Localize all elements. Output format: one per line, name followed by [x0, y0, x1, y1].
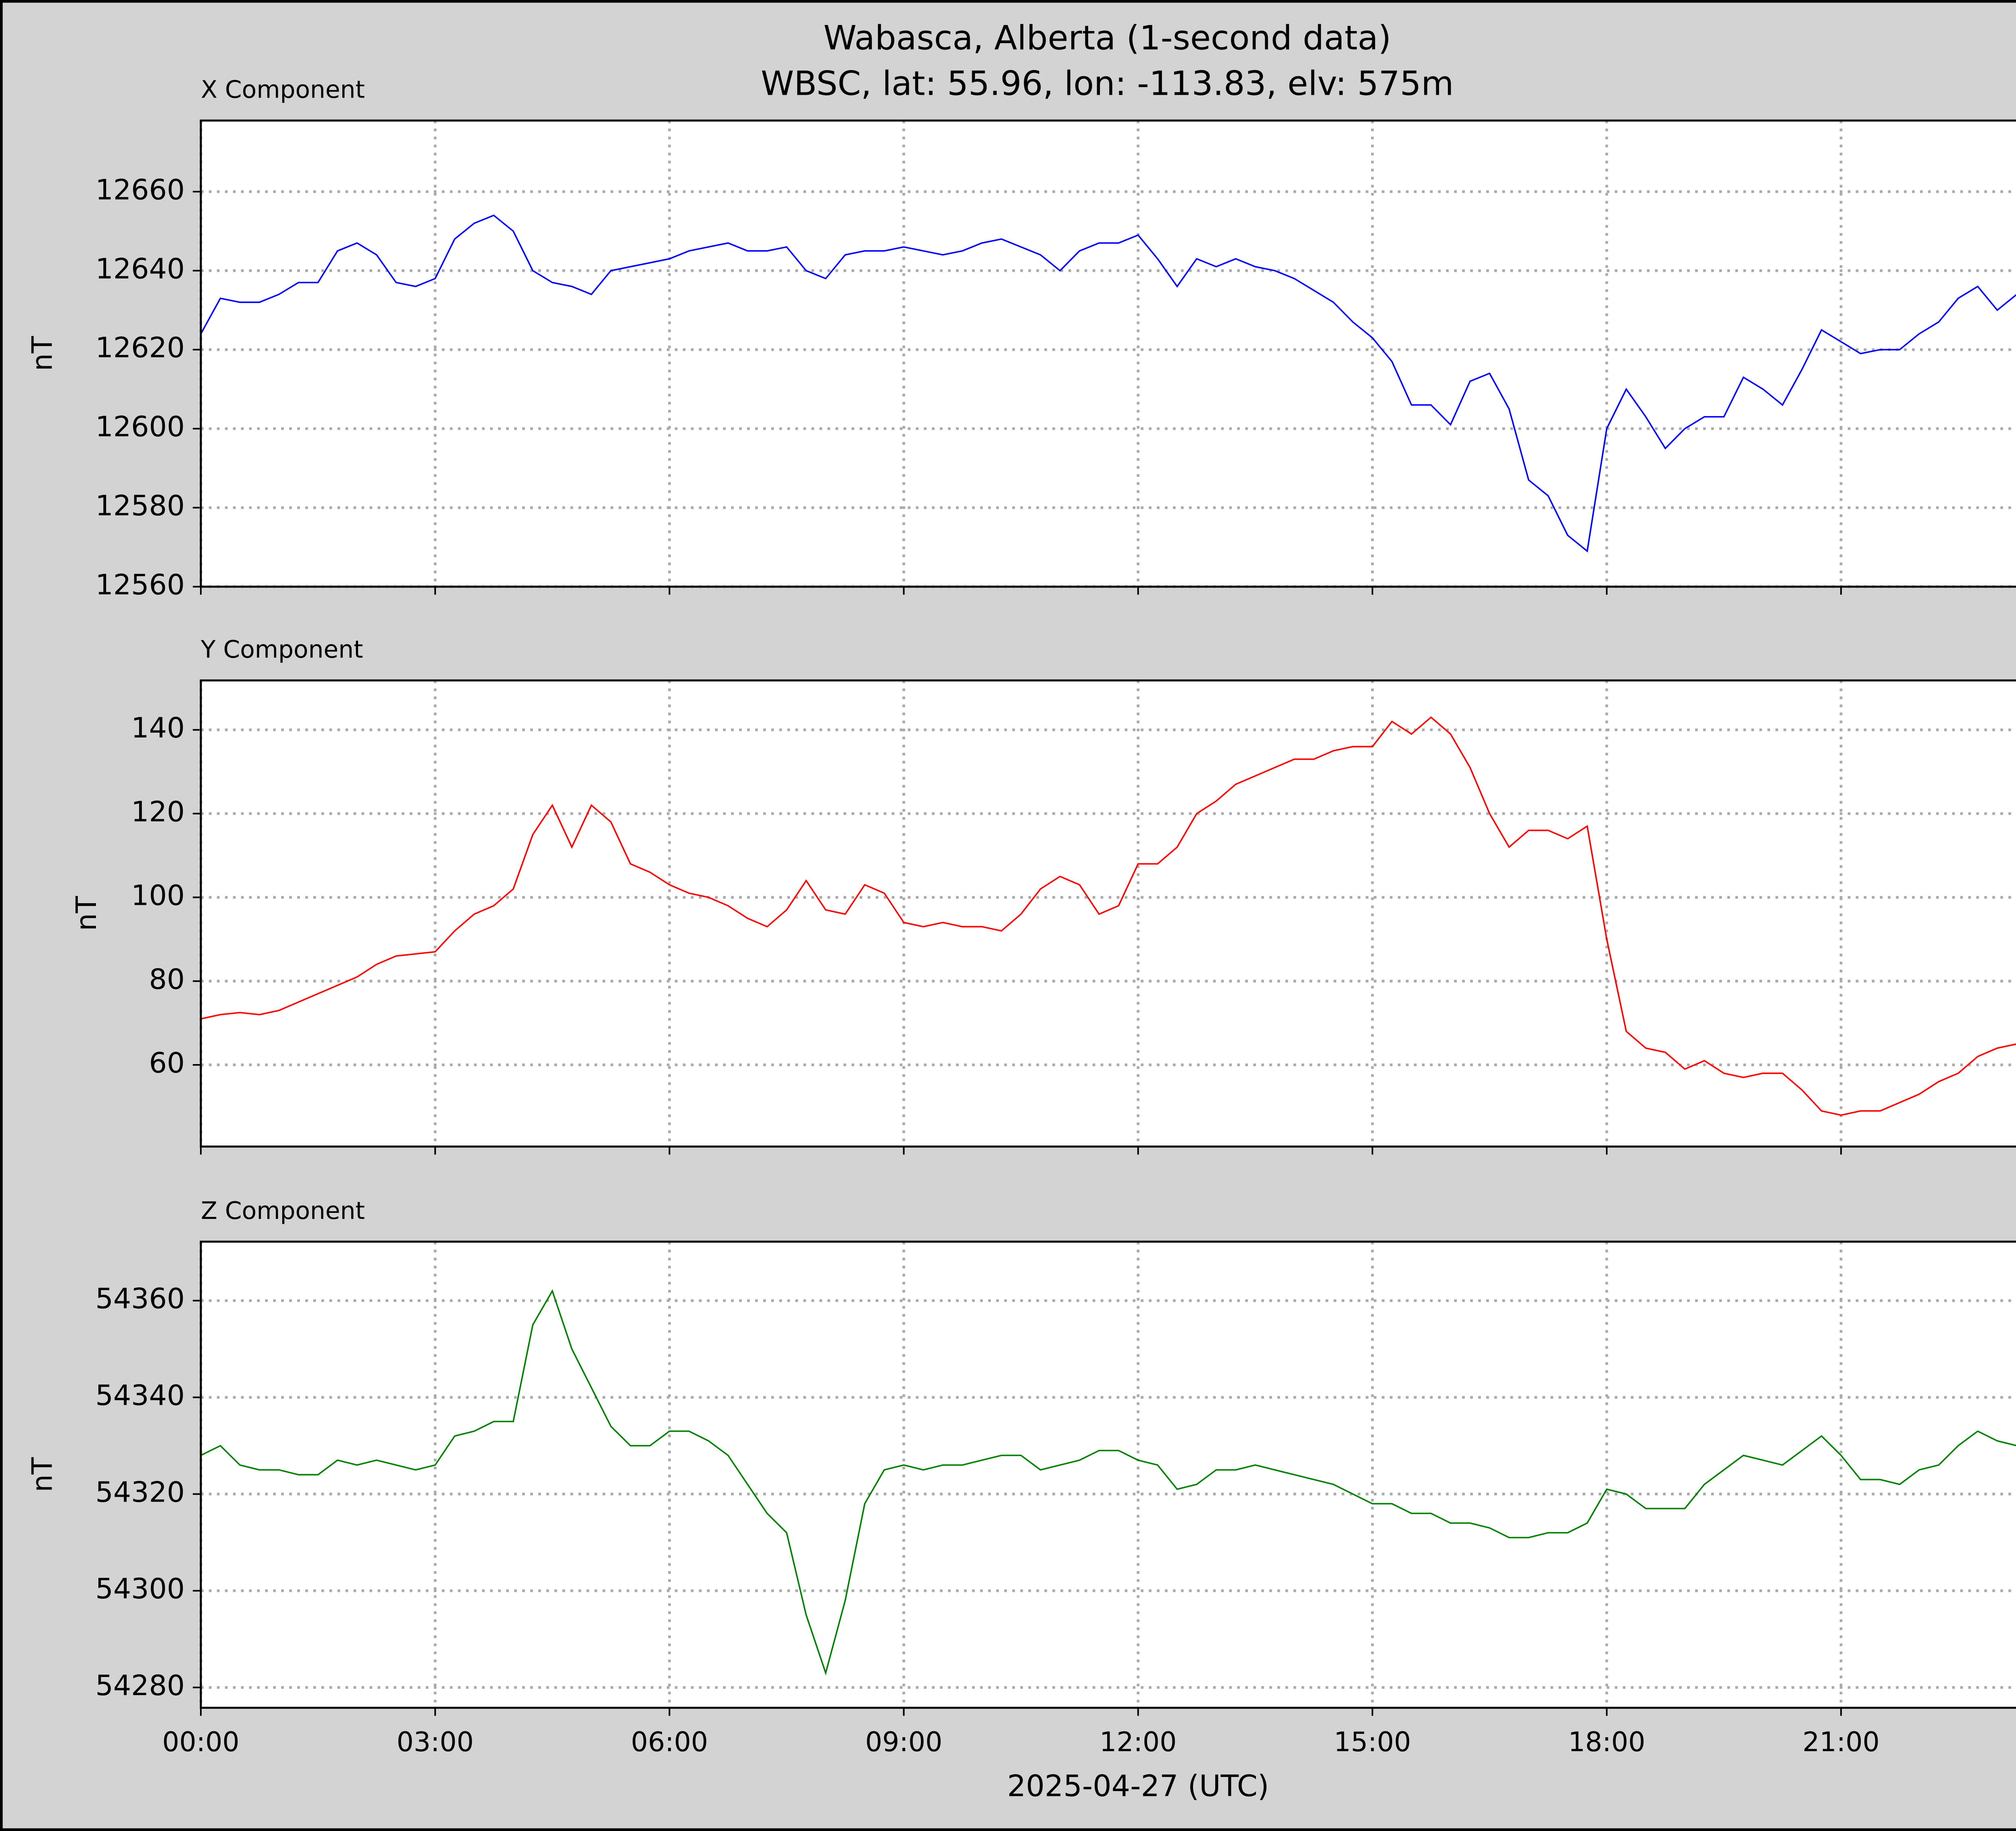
- y-axis-label: nT: [26, 1457, 59, 1492]
- plot-area: [201, 680, 2016, 1147]
- x-tick-label: 12:00: [1100, 1726, 1177, 1758]
- panel: Z Component nT 54280 54300 54320 54340 54360 00…: [26, 1197, 2016, 1758]
- y-tick-label: 60: [149, 1047, 185, 1079]
- x-tick-label: 03:00: [397, 1726, 474, 1758]
- y-tick-label: 12580: [95, 490, 185, 522]
- y-tick-label: 54320: [95, 1476, 185, 1508]
- data-line: [200, 1289, 2016, 1676]
- x-tick-label: 21:00: [1802, 1726, 1879, 1758]
- plot-frame: [200, 679, 2016, 1148]
- x-tick-label: 15:00: [1334, 1726, 1411, 1758]
- y-tick-label: 12640: [95, 252, 185, 285]
- y-tick-label: 140: [131, 712, 185, 744]
- y-tick-label: 12620: [95, 331, 185, 364]
- panel-title: Z Component: [201, 1197, 365, 1225]
- y-axis-label: nT: [70, 896, 103, 931]
- panel-title: X Component: [201, 76, 365, 104]
- y-tick-label: 12660: [95, 173, 185, 206]
- plot-area: [201, 1241, 2016, 1708]
- y-tick-label: 12600: [95, 410, 185, 443]
- y-tick-label: 100: [131, 879, 185, 912]
- x-tick-label: 00:00: [162, 1726, 239, 1758]
- y-tick-label: 80: [149, 963, 185, 996]
- data-line: [200, 716, 2016, 1116]
- x-axis-label: 2025-04-27 (UTC): [1007, 1769, 1269, 1804]
- panel-title: Y Component: [200, 636, 363, 664]
- y-axis-label: nT: [26, 336, 59, 371]
- plot-frame: [200, 1240, 2016, 1709]
- y-tick-label: 120: [131, 796, 185, 828]
- figure-title: Wabasca, Alberta (1-second data): [823, 19, 1391, 58]
- figure-subtitle: WBSC, lat: 55.96, lon: -113.83, elv: 575…: [761, 64, 1454, 103]
- x-tick-label: 06:00: [631, 1726, 708, 1758]
- x-tick-label: 18:00: [1568, 1726, 1645, 1758]
- data-line: [200, 214, 2016, 553]
- panel: X Component nT 12560 12580 12600 12620 12640 12…: [26, 76, 2016, 601]
- y-tick-label: 54340: [95, 1379, 185, 1412]
- y-tick-label: 54300: [95, 1573, 185, 1605]
- y-tick-label: 54280: [95, 1669, 185, 1702]
- x-tick-label: 09:00: [865, 1726, 942, 1758]
- panel: Y Component nT 60 80 100 120 140: [70, 636, 2016, 1155]
- y-tick-label: 54360: [95, 1283, 185, 1315]
- plot-frame: [200, 119, 2016, 588]
- y-tick-label: 12560: [95, 569, 185, 601]
